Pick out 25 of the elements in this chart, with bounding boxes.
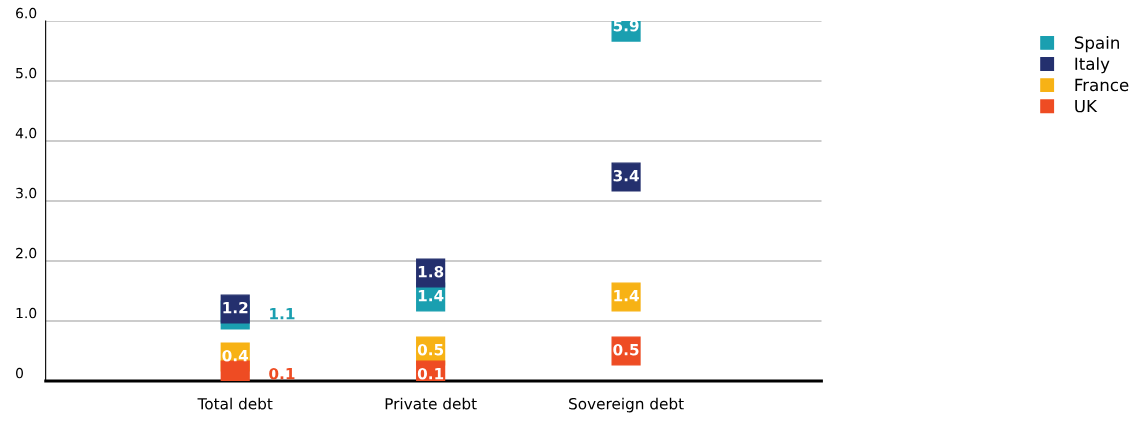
data-label: 0.1 — [417, 367, 444, 380]
data-label: 1.8 — [418, 265, 444, 278]
legend-label: France — [1075, 78, 1129, 92]
data-label: 3.4 — [613, 169, 639, 182]
y-tick-label: 5.0 — [16, 67, 37, 79]
x-tick-label: Total debt — [197, 397, 273, 410]
x-tick-label: Sovereign debt — [569, 397, 684, 413]
y-tick-label: 0 — [16, 367, 23, 379]
y-tick-label: 1.0 — [16, 307, 37, 319]
data-label: 0.1 — [269, 367, 295, 380]
data-label: 1.4 — [614, 290, 639, 302]
legend-label: Italy — [1075, 57, 1110, 74]
data-label: 0.4 — [222, 349, 249, 362]
y-tick-label: 6.0 — [16, 7, 37, 19]
data-label: 0.5 — [417, 343, 444, 356]
y-tick-label: 3.0 — [16, 187, 37, 199]
x-tick-label: Private debt — [385, 397, 477, 410]
data-label: 1.4 — [418, 290, 444, 302]
data-label: 1.1 — [270, 308, 295, 320]
legend-label: UK — [1075, 99, 1098, 113]
data-label: 0.5 — [613, 343, 639, 356]
data-label: 1.2 — [223, 301, 248, 314]
y-tick-label: 4.0 — [15, 127, 37, 139]
legend-label: Spain — [1074, 36, 1119, 53]
y-tick-label: 2.0 — [16, 247, 37, 259]
